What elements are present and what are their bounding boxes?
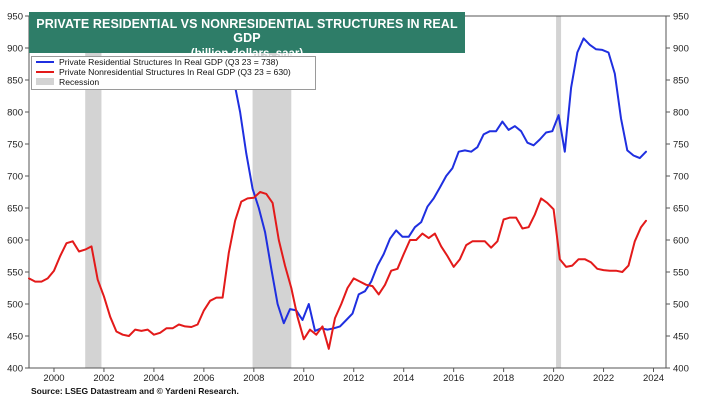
y-tick-label-left-2: 500 — [7, 300, 23, 311]
x-tick-label-8: 2016 — [443, 373, 464, 384]
y-tick-label-right-10: 900 — [673, 44, 689, 55]
y-tick-label-left-6: 700 — [7, 172, 23, 183]
x-axis: 2000 2002 2004 2006 2008 2010 2012 2014 2016 2018… — [43, 368, 664, 384]
x-tick-label-9: 2018 — [493, 373, 514, 384]
y-tick-label-right-6: 700 — [673, 172, 689, 183]
y-tick-label-right-4: 600 — [673, 236, 689, 247]
y-tick-label-right-8: 800 — [673, 108, 689, 119]
y-tick-label-left-9: 850 — [7, 76, 23, 87]
x-tick-label-2: 2004 — [143, 373, 164, 384]
y-tick-label-left-0: 400 — [7, 364, 23, 375]
y-tick-label-left-11: 950 — [7, 12, 23, 23]
legend-item-recession: Recession — [32, 77, 315, 87]
legend-label-nonresidential: Private Nonresidential Structures In Rea… — [59, 67, 291, 77]
y-tick-label-right-0: 400 — [673, 364, 689, 375]
y-tick-label-left-1: 450 — [7, 332, 23, 343]
recession-band-2 — [556, 16, 562, 368]
y-tick-label-left-3: 550 — [7, 268, 23, 279]
y-tick-label-right-3: 550 — [673, 268, 689, 279]
legend-label-residential: Private Residential Structures In Real G… — [59, 57, 279, 67]
x-tick-label-6: 2012 — [343, 373, 364, 384]
chart-title: PRIVATE RESIDENTIAL VS NONRESIDENTIAL ST… — [36, 17, 458, 45]
legend-item-residential: Private Residential Structures In Real G… — [32, 57, 315, 67]
y-tick-label-left-8: 800 — [7, 108, 23, 119]
x-tick-label-1: 2002 — [93, 373, 114, 384]
x-tick-label-11: 2022 — [593, 373, 614, 384]
y-tick-label-right-7: 750 — [673, 140, 689, 151]
legend-swatch-recession — [36, 78, 54, 85]
legend-swatch-residential — [36, 61, 54, 63]
y-tick-label-left-7: 750 — [7, 140, 23, 151]
x-tick-label-3: 2006 — [193, 373, 214, 384]
chart-title-box: PRIVATE RESIDENTIAL VS NONRESIDENTIAL ST… — [29, 12, 465, 60]
legend: Private Residential Structures In Real G… — [31, 56, 316, 90]
y-tick-label-right-1: 450 — [673, 332, 689, 343]
legend-swatch-nonresidential — [36, 71, 54, 73]
y-tick-label-left-4: 600 — [7, 236, 23, 247]
x-tick-label-0: 2000 — [43, 373, 64, 384]
y-tick-label-right-11: 950 — [673, 12, 689, 23]
x-tick-label-7: 2014 — [393, 373, 414, 384]
y-tick-label-right-2: 500 — [673, 300, 689, 311]
legend-item-nonresidential: Private Nonresidential Structures In Rea… — [32, 67, 315, 77]
x-tick-label-4: 2008 — [243, 373, 264, 384]
y-tick-label-left-5: 650 — [7, 204, 23, 215]
series-line-1 — [28, 191, 647, 350]
series-lines — [28, 37, 647, 350]
y-axis: 400 400 450 450 500 500 550 550 600 600 650 650 700 7… — [7, 12, 689, 375]
x-tick-label-5: 2010 — [293, 373, 314, 384]
y-tick-label-right-5: 650 — [673, 204, 689, 215]
x-tick-label-12: 2024 — [643, 373, 664, 384]
x-tick-label-10: 2020 — [543, 373, 564, 384]
source-note: Source: LSEG Datastream and © Yardeni Re… — [31, 386, 239, 396]
y-tick-label-right-9: 850 — [673, 76, 689, 87]
y-tick-label-left-10: 900 — [7, 44, 23, 55]
legend-label-recession: Recession — [59, 77, 100, 87]
series-line-0 — [232, 37, 647, 332]
